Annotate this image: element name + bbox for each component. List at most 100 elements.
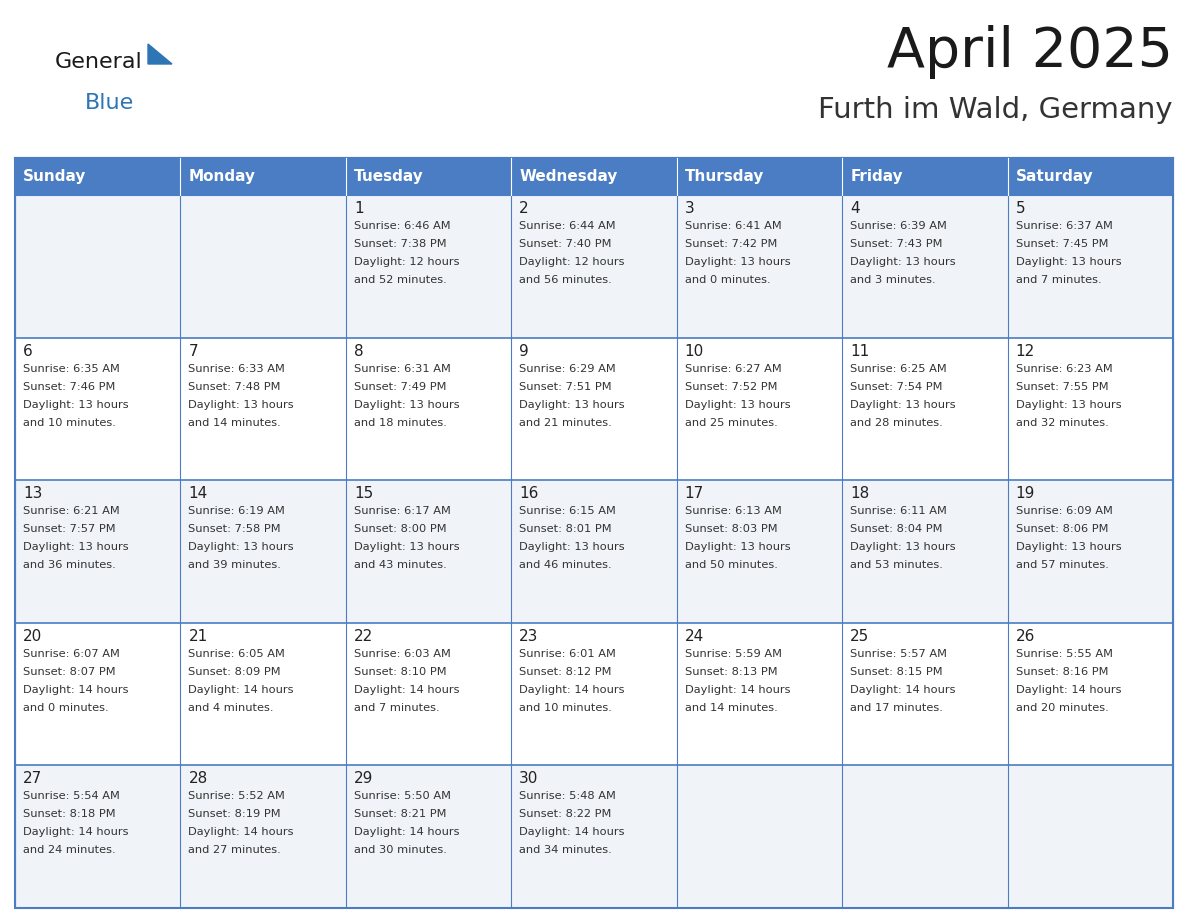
Text: and 3 minutes.: and 3 minutes. (851, 275, 936, 285)
Bar (842, 158, 1007, 195)
Text: Sunrise: 6:31 AM: Sunrise: 6:31 AM (354, 364, 450, 374)
Bar (511, 158, 677, 195)
Text: Sunset: 7:55 PM: Sunset: 7:55 PM (1016, 382, 1108, 392)
Text: Sunset: 8:04 PM: Sunset: 8:04 PM (851, 524, 942, 534)
Text: Sunrise: 5:55 AM: Sunrise: 5:55 AM (1016, 649, 1113, 659)
Bar (346, 622, 511, 766)
Text: Daylight: 13 hours: Daylight: 13 hours (1016, 543, 1121, 553)
Text: Sunrise: 6:29 AM: Sunrise: 6:29 AM (519, 364, 617, 374)
Bar (677, 480, 842, 622)
Text: Daylight: 14 hours: Daylight: 14 hours (23, 827, 128, 837)
Text: 2: 2 (519, 201, 529, 216)
Text: Daylight: 14 hours: Daylight: 14 hours (189, 685, 293, 695)
Bar (511, 195, 677, 338)
Bar (842, 766, 1007, 908)
Text: Sunset: 8:12 PM: Sunset: 8:12 PM (519, 666, 612, 677)
Text: and 0 minutes.: and 0 minutes. (23, 703, 108, 712)
Text: Daylight: 13 hours: Daylight: 13 hours (684, 399, 790, 409)
Text: and 10 minutes.: and 10 minutes. (519, 703, 612, 712)
Text: Daylight: 13 hours: Daylight: 13 hours (189, 543, 295, 553)
Bar (842, 480, 1007, 622)
Text: 9: 9 (519, 343, 529, 359)
Text: and 34 minutes.: and 34 minutes. (519, 845, 612, 856)
Text: Sunset: 8:21 PM: Sunset: 8:21 PM (354, 810, 447, 820)
Bar (677, 338, 842, 480)
Bar (511, 766, 677, 908)
Text: Furth im Wald, Germany: Furth im Wald, Germany (819, 96, 1173, 124)
Bar (15, 480, 181, 622)
Text: 16: 16 (519, 487, 538, 501)
Text: 4: 4 (851, 201, 860, 216)
Text: General: General (55, 52, 143, 72)
Text: Sunrise: 5:52 AM: Sunrise: 5:52 AM (189, 791, 285, 801)
Text: 10: 10 (684, 343, 704, 359)
Text: 27: 27 (23, 771, 43, 787)
Text: Sunrise: 5:48 AM: Sunrise: 5:48 AM (519, 791, 617, 801)
Text: Sunrise: 5:54 AM: Sunrise: 5:54 AM (23, 791, 120, 801)
Text: 5: 5 (1016, 201, 1025, 216)
Bar (1007, 622, 1173, 766)
Bar (1007, 480, 1173, 622)
Bar (15, 766, 181, 908)
Text: and 56 minutes.: and 56 minutes. (519, 275, 612, 285)
Text: Daylight: 13 hours: Daylight: 13 hours (851, 399, 956, 409)
Bar (677, 158, 842, 195)
Text: Daylight: 13 hours: Daylight: 13 hours (851, 543, 956, 553)
Text: and 17 minutes.: and 17 minutes. (851, 703, 943, 712)
Text: Sunrise: 6:37 AM: Sunrise: 6:37 AM (1016, 221, 1112, 231)
Text: Sunset: 7:52 PM: Sunset: 7:52 PM (684, 382, 777, 392)
Text: 6: 6 (23, 343, 33, 359)
Text: Sunrise: 6:15 AM: Sunrise: 6:15 AM (519, 506, 617, 516)
Text: and 14 minutes.: and 14 minutes. (189, 418, 282, 428)
Bar (181, 338, 346, 480)
Text: Sunset: 8:00 PM: Sunset: 8:00 PM (354, 524, 447, 534)
Bar (842, 338, 1007, 480)
Bar (181, 766, 346, 908)
Text: and 28 minutes.: and 28 minutes. (851, 418, 943, 428)
Text: Daylight: 13 hours: Daylight: 13 hours (519, 543, 625, 553)
Text: and 50 minutes.: and 50 minutes. (684, 560, 778, 570)
Text: Sunrise: 6:39 AM: Sunrise: 6:39 AM (851, 221, 947, 231)
Text: 23: 23 (519, 629, 538, 644)
Bar (842, 622, 1007, 766)
Text: Daylight: 13 hours: Daylight: 13 hours (354, 543, 460, 553)
Text: Daylight: 13 hours: Daylight: 13 hours (1016, 257, 1121, 267)
Text: Sunset: 7:40 PM: Sunset: 7:40 PM (519, 239, 612, 249)
Text: Daylight: 12 hours: Daylight: 12 hours (354, 257, 460, 267)
Text: 13: 13 (23, 487, 43, 501)
Text: 30: 30 (519, 771, 538, 787)
Text: Sunrise: 6:17 AM: Sunrise: 6:17 AM (354, 506, 450, 516)
Text: Daylight: 14 hours: Daylight: 14 hours (684, 685, 790, 695)
Bar (181, 622, 346, 766)
Text: Sunday: Sunday (23, 169, 87, 184)
Text: Sunrise: 6:09 AM: Sunrise: 6:09 AM (1016, 506, 1112, 516)
Text: Daylight: 12 hours: Daylight: 12 hours (519, 257, 625, 267)
Text: Sunrise: 6:21 AM: Sunrise: 6:21 AM (23, 506, 120, 516)
Text: Daylight: 14 hours: Daylight: 14 hours (519, 685, 625, 695)
Text: Daylight: 13 hours: Daylight: 13 hours (851, 257, 956, 267)
Bar (511, 338, 677, 480)
Text: Sunrise: 6:07 AM: Sunrise: 6:07 AM (23, 649, 120, 659)
Text: 29: 29 (354, 771, 373, 787)
Bar (677, 622, 842, 766)
Text: and 7 minutes.: and 7 minutes. (1016, 275, 1101, 285)
Bar (511, 622, 677, 766)
Text: Daylight: 14 hours: Daylight: 14 hours (23, 685, 128, 695)
Text: Sunrise: 6:19 AM: Sunrise: 6:19 AM (189, 506, 285, 516)
Text: Sunset: 8:07 PM: Sunset: 8:07 PM (23, 666, 115, 677)
Bar (842, 195, 1007, 338)
Text: and 18 minutes.: and 18 minutes. (354, 418, 447, 428)
Text: 11: 11 (851, 343, 870, 359)
Bar (181, 195, 346, 338)
Text: Sunset: 8:03 PM: Sunset: 8:03 PM (684, 524, 777, 534)
Text: 1: 1 (354, 201, 364, 216)
Text: 7: 7 (189, 343, 198, 359)
Text: Daylight: 13 hours: Daylight: 13 hours (189, 399, 295, 409)
Text: Sunrise: 6:33 AM: Sunrise: 6:33 AM (189, 364, 285, 374)
Text: April 2025: April 2025 (887, 25, 1173, 79)
Text: and 7 minutes.: and 7 minutes. (354, 703, 440, 712)
Text: 15: 15 (354, 487, 373, 501)
Text: and 14 minutes.: and 14 minutes. (684, 703, 777, 712)
Bar (1007, 158, 1173, 195)
Text: Sunrise: 6:44 AM: Sunrise: 6:44 AM (519, 221, 615, 231)
